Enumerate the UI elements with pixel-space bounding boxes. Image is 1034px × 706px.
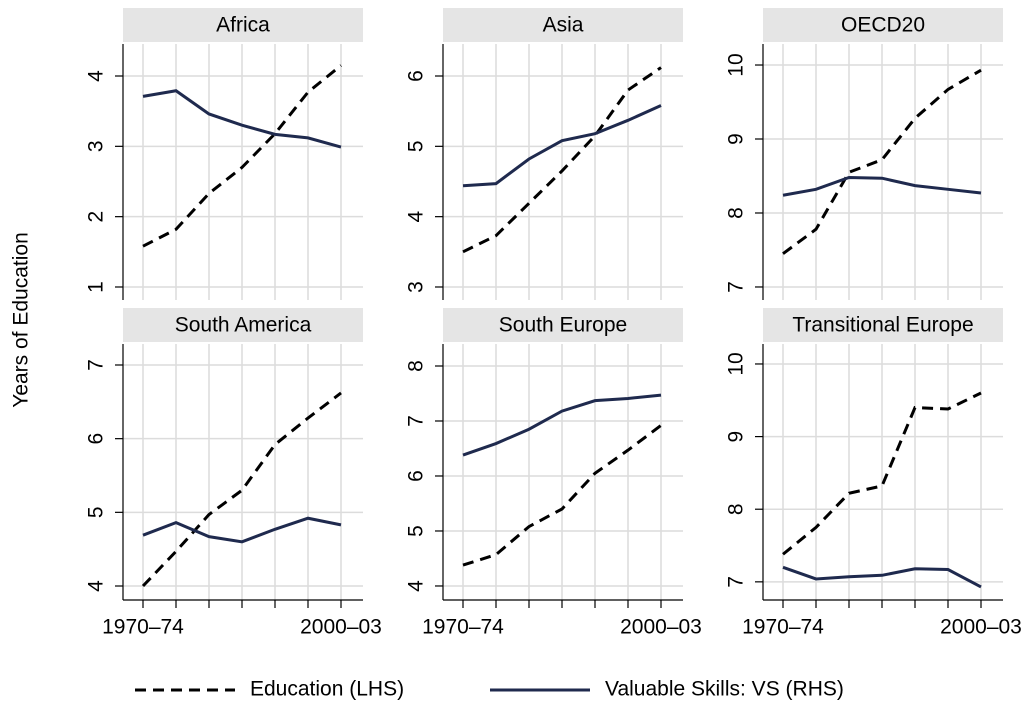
y-tick-label: 7: [85, 359, 108, 371]
y-tick-label: 5: [405, 140, 428, 152]
x-tick-label: 1970–74: [102, 616, 184, 639]
line-series: [462, 66, 662, 254]
line-series: [462, 424, 662, 567]
facet-title: Africa: [216, 14, 270, 37]
facet-strip: [443, 8, 683, 42]
line-series: [142, 89, 342, 149]
y-tick-label: 8: [725, 207, 748, 219]
y-tick-label: 4: [85, 580, 108, 592]
y-tick-label: 7: [725, 281, 748, 293]
facet-title: Asia: [543, 14, 584, 37]
y-tick-label: 6: [85, 433, 108, 445]
x-tick-label: 2000–03: [300, 616, 382, 639]
x-tick-label: 1970–74: [742, 616, 824, 639]
facet-strip: [123, 308, 363, 342]
legend-label: Valuable Skills: VS (RHS): [605, 678, 844, 701]
facet-strip: [763, 8, 1003, 42]
y-tick-label: 10: [725, 53, 748, 76]
y-tick-label: 6: [405, 470, 428, 482]
x-tick-label: 2000–03: [940, 616, 1022, 639]
facet-strip: [763, 308, 1003, 342]
y-tick-label: 10: [725, 352, 748, 375]
line-series: [462, 104, 662, 188]
y-tick-label: 3: [85, 140, 108, 152]
line-series: [782, 68, 982, 255]
line-series: [142, 64, 342, 248]
y-tick-label: 7: [405, 415, 428, 427]
facet-strip: [123, 8, 363, 42]
y-tick-label: 9: [725, 133, 748, 145]
y-tick-label: 3: [405, 281, 428, 293]
facet-title: Transitional Europe: [792, 314, 973, 337]
y-tick-label: 4: [405, 211, 428, 223]
y-tick-label: 5: [85, 506, 108, 518]
facet-title: South Europe: [499, 314, 627, 337]
y-axis-label: Years of Education: [10, 232, 33, 408]
y-tick-label: 9: [725, 431, 748, 443]
facet-title: OECD20: [841, 14, 925, 37]
y-tick-label: 8: [405, 360, 428, 372]
x-tick-label: 2000–03: [620, 616, 702, 639]
line-series: [141, 391, 342, 588]
y-tick-label: 8: [725, 503, 748, 515]
facet-strip: [443, 308, 683, 342]
facet-title: South America: [175, 314, 312, 337]
y-tick-label: 6: [405, 70, 428, 82]
y-tick-label: 7: [725, 576, 748, 588]
y-tick-label: 5: [405, 525, 428, 537]
y-tick-label: 2: [85, 211, 108, 223]
line-series: [142, 516, 342, 544]
x-tick-label: 1970–74: [422, 616, 504, 639]
line-series: [782, 391, 982, 556]
legend-label: Education (LHS): [250, 678, 404, 701]
line-series: [782, 175, 982, 197]
line-series: [462, 393, 662, 457]
y-tick-label: 4: [405, 580, 428, 592]
y-tick-label: 4: [85, 70, 108, 82]
y-tick-label: 1: [85, 281, 108, 293]
line-series: [782, 565, 982, 589]
